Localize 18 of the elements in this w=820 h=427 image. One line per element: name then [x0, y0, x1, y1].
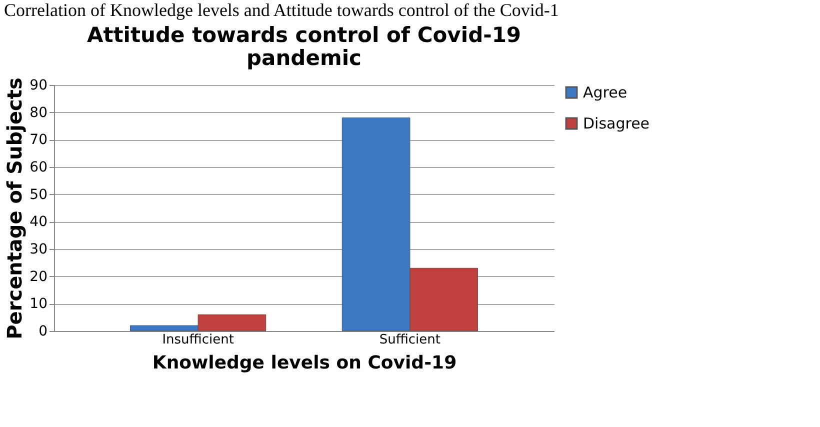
y-tick-label: 80 [30, 104, 48, 121]
legend-label: Disagree [583, 114, 650, 132]
x-tick-label: Insufficient [162, 332, 234, 348]
y-axis-title: Percentage of Subjects [2, 78, 27, 340]
x-axis-title: Knowledge levels on Covid-19 [152, 352, 457, 374]
legend-label: Agree [583, 84, 628, 102]
y-tick-label: 90 [30, 78, 48, 94]
chart-title: Attitude towards control of Covid-19 pandemic [86, 23, 522, 70]
y-tick-label: 50 [30, 186, 48, 203]
x-tick-label: Sufficient [379, 332, 441, 348]
y-tick-label: 20 [30, 268, 48, 285]
y-tick-label: 10 [30, 296, 48, 312]
y-tick-label: 30 [30, 242, 48, 258]
y-tick-label: 60 [30, 160, 48, 176]
y-tick-label: 0 [38, 324, 48, 340]
text: Correlation of Knowledge levels and Attitude towards control of the Covid-1 [3, 0, 560, 20]
y-tick-label: 40 [30, 214, 48, 230]
y-tick-label: 70 [30, 132, 48, 148]
